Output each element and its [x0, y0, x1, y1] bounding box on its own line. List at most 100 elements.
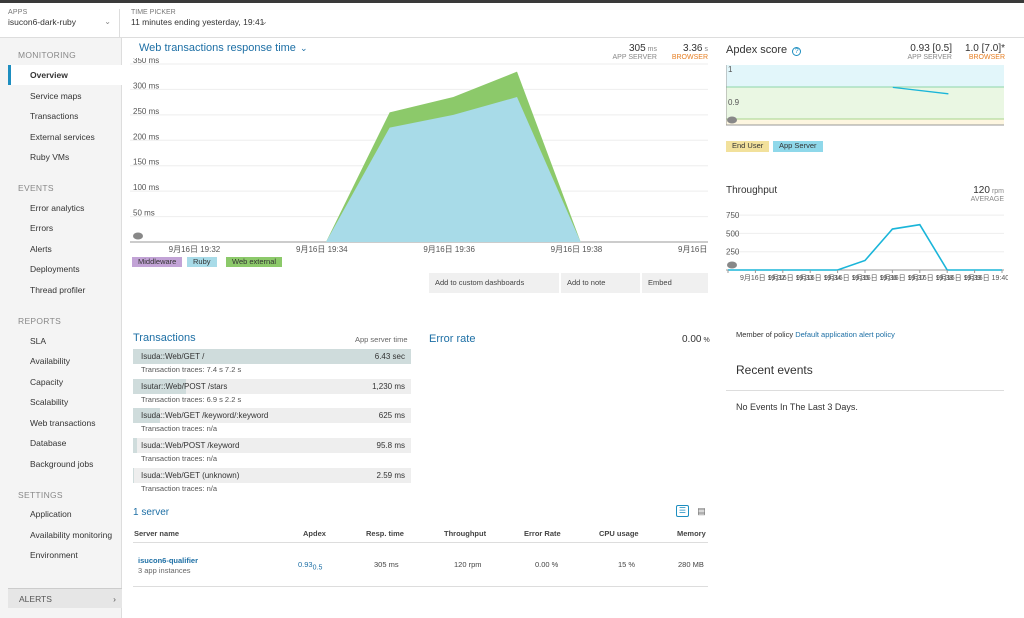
transactions-title[interactable]: Transactions — [133, 332, 196, 344]
x-tick-label: 9月16日 19:34 — [796, 274, 841, 282]
sidebar-item-error-analytics[interactable]: Error analytics — [30, 203, 85, 213]
col-resp-time[interactable]: Resp. time — [366, 529, 404, 538]
web-transactions-title[interactable]: Web transactions response time ⌄ — [139, 42, 307, 54]
server-cpu-usage: 15 % — [618, 560, 636, 569]
sidebar-item-application[interactable]: Application — [30, 509, 72, 519]
sidebar-item-deployments[interactable]: Deployments — [30, 264, 80, 274]
sidebar-item-ruby-vms[interactable]: Ruby VMs — [30, 152, 70, 162]
error-rate-unit: % — [703, 337, 710, 344]
sidebar-item-external-services[interactable]: External services — [30, 132, 95, 142]
transaction-traces-values: n/a — [206, 424, 218, 433]
policy-link[interactable]: Default application alert policy — [795, 330, 895, 339]
divider — [133, 542, 708, 543]
transaction-name: Isutar::Web/POST /stars — [141, 382, 228, 391]
legend-ruby[interactable]: Ruby — [187, 257, 217, 267]
transaction-row[interactable]: Isuda::Web/GET /keyword/:keyword 625 ms — [133, 408, 411, 423]
transaction-traces-values[interactable]: 6.9 s 2.2 s — [206, 395, 242, 404]
browser-unit: s — [704, 46, 709, 53]
apdex-browser-metric: 1.0 [7.0]* BROWSER — [952, 43, 1005, 61]
sidebar-item-transactions[interactable]: Transactions — [30, 111, 79, 121]
sidebar-item-availability-monitoring[interactable]: Availability monitoring — [30, 530, 113, 540]
sidebar: MONITORING Overview Service maps Transac… — [0, 38, 122, 618]
col-server-name[interactable]: Server name — [134, 529, 180, 538]
x-tick-label: 9月16日 19:38 — [908, 274, 953, 282]
embed-button[interactable]: Embed — [642, 273, 708, 293]
transaction-traces-values[interactable]: 7.4 s 7.2 s — [206, 365, 242, 374]
transaction-row[interactable]: Isutar::Web/POST /stars 1,230 ms — [133, 379, 411, 394]
transaction-row[interactable]: Isuda::Web/GET / 6.43 sec — [133, 349, 411, 364]
col-apdex[interactable]: Apdex — [303, 529, 326, 538]
error-rate-title[interactable]: Error rate — [429, 333, 476, 345]
throughput-unit: rpm — [991, 188, 1004, 195]
sidebar-item-sla[interactable]: SLA — [30, 336, 47, 346]
transaction-row[interactable]: Isuda::Web/POST /keyword 95.8 ms — [133, 438, 411, 453]
add-to-note-button[interactable]: Add to note — [561, 273, 640, 293]
transaction-traces: Transaction traces: n/a — [141, 484, 217, 493]
transaction-traces-label: Transaction traces: — [141, 395, 205, 404]
sidebar-item-alerts[interactable]: Alerts — [30, 244, 52, 254]
transaction-traces-values: n/a — [206, 454, 218, 463]
server-name-link[interactable]: isucon6-qualifier — [138, 556, 199, 565]
divider — [726, 390, 1004, 391]
alerts-footer[interactable]: ALERTS › — [8, 588, 122, 608]
apdex-band-tolerating — [726, 87, 1004, 119]
error-rate-metric: 0.00% — [682, 334, 710, 345]
eye-icon — [727, 261, 737, 269]
policy-text: Member of policy Default application ale… — [736, 330, 895, 339]
chart-view-icon[interactable]: ▤ — [697, 506, 706, 516]
apps-selector[interactable]: APPS isucon6-dark-ruby ⌄ — [8, 9, 120, 37]
col-error-rate[interactable]: Error Rate — [524, 529, 561, 538]
add-to-custom-dashboards-button[interactable]: Add to custom dashboards — [429, 273, 559, 293]
server-resp-time: 305 ms — [374, 560, 399, 569]
sidebar-item-capacity[interactable]: Capacity — [30, 377, 64, 387]
sidebar-item-background-jobs[interactable]: Background jobs — [30, 459, 94, 469]
apdex-app-server-label: APP SERVER — [907, 54, 953, 61]
sidebar-item-thread-profiler[interactable]: Thread profiler — [30, 285, 86, 295]
apdex-app-server-metric: 0.93 [0.5] APP SERVER — [882, 43, 953, 61]
sidebar-item-errors[interactable]: Errors — [30, 223, 54, 233]
legend-middleware[interactable]: Middleware — [132, 257, 183, 267]
y-tick-label: 500 — [726, 229, 740, 238]
y-tick-label: 350 ms — [133, 58, 159, 65]
throughput-line — [728, 223, 1002, 271]
transaction-name: Isuda::Web/GET /keyword/:keyword — [141, 411, 269, 420]
sidebar-item-overview[interactable]: Overview — [8, 65, 122, 85]
sidebar-item-database[interactable]: Database — [30, 438, 67, 448]
main-content: Web transactions response time ⌄ 305 ms AP… — [122, 38, 1024, 618]
web-transactions-chart: 50 ms 100 ms 150 ms 200 ms 250 ms 300 ms 350 m… — [130, 58, 710, 254]
sidebar-item-web-transactions[interactable]: Web transactions — [30, 418, 96, 428]
x-tick-label: 9月16日 19:40 — [678, 245, 710, 254]
col-cpu-usage[interactable]: CPU usage — [599, 529, 639, 538]
sidebar-section-settings: SETTINGS — [18, 490, 63, 500]
sidebar-section-events: EVENTS — [18, 183, 54, 193]
transaction-traces-label: Transaction traces: — [141, 454, 205, 463]
server-instances: 3 app instances — [138, 566, 191, 575]
sidebar-item-service-maps[interactable]: Service maps — [30, 91, 82, 101]
chevron-down-icon: ⌄ — [104, 17, 111, 26]
y-tick-label: 1 — [728, 65, 733, 74]
legend-end-user[interactable]: End User — [726, 141, 770, 152]
col-memory[interactable]: Memory — [677, 529, 706, 538]
sidebar-item-environment[interactable]: Environment — [30, 550, 78, 560]
help-icon[interactable]: ? — [792, 47, 802, 56]
time-picker[interactable]: TIME PICKER 11 minutes ending yesterday,… — [131, 9, 291, 37]
list-view-icon[interactable]: ☰ — [676, 505, 689, 517]
col-throughput[interactable]: Throughput — [444, 529, 487, 538]
app-server-value: 305 — [628, 43, 646, 54]
transaction-row[interactable]: Isuda::Web/GET (unknown) 2.59 ms — [133, 468, 411, 483]
x-tick-label: 9月16日 19:36 — [852, 274, 897, 282]
transactions-header: App server time — [355, 335, 408, 344]
legend-app-server[interactable]: App Server — [773, 141, 823, 152]
browser-label: BROWSER — [671, 54, 708, 61]
transaction-name: Isuda::Web/POST /keyword — [141, 441, 240, 450]
server-error-rate: 0.00 % — [535, 560, 559, 569]
legend-web-external[interactable]: Web external — [226, 257, 283, 267]
y-tick-label: 750 — [726, 211, 740, 220]
x-tick-label: 9月16日 19:33 — [768, 274, 813, 282]
sidebar-item-scalability[interactable]: Scalability — [30, 397, 69, 407]
y-tick-label: 250 ms — [133, 107, 159, 116]
throughput-value: 120 — [973, 185, 990, 196]
server-memory: 280 MB — [678, 560, 704, 569]
x-tick-label: 9月16日 19:32 — [740, 274, 785, 282]
sidebar-item-availability[interactable]: Availability — [30, 356, 71, 366]
